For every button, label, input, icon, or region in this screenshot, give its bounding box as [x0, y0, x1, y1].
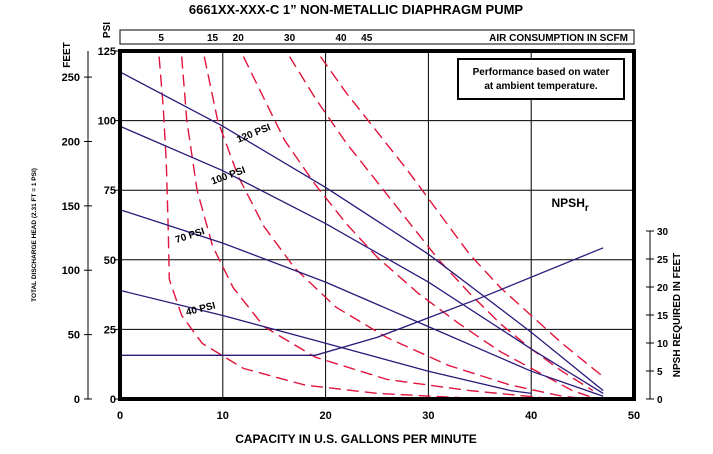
npsh-tick-label-15: 15: [657, 311, 669, 322]
x-axis: 0 10 20 30 40 50: [117, 410, 640, 422]
npsh-label-subscript: r: [585, 203, 589, 214]
note-box: [457, 58, 625, 100]
x-tick-label-50: 50: [628, 410, 640, 422]
pressure-curve-100-psi: [119, 125, 604, 394]
pressure-curve-120-psi: [119, 71, 604, 392]
air-curve-5-scfm: [158, 56, 460, 399]
psi-tick-label-0: 0: [110, 394, 116, 406]
psi-tick-label-25: 25: [104, 324, 116, 336]
left-axes: 0 25 50 75 100 125 0 50 100 150 200 250: [62, 46, 120, 406]
npsh-tick-label-30: 30: [657, 227, 669, 238]
top-axis-title: AIR CONSUMPTION IN SCFM: [489, 33, 628, 44]
top-tick-label-20: 20: [233, 33, 245, 44]
grid: [120, 51, 634, 399]
npsh-curve-group: NPSHr: [120, 196, 604, 356]
psi-axis-title: PSI: [102, 22, 113, 38]
npsh-tick-label-20: 20: [657, 283, 669, 294]
pressure-curve-70-psi: [119, 209, 604, 397]
top-axis-bar: [119, 29, 635, 45]
top-axis: 5 15 20 30 40 45 AIR CONSUMPTION IN SCFM: [119, 29, 635, 45]
right-axis: 0 5 10 15 20 25 30: [646, 227, 669, 406]
feet-axis-title: FEET: [62, 42, 73, 68]
npsh-label: NPSHr: [552, 196, 589, 214]
air-curve-30-scfm: [242, 56, 594, 399]
npsh-tick-label-10: 10: [657, 339, 669, 350]
air-consumption-curves: [158, 56, 604, 400]
feet-tick-label-200: 200: [62, 136, 80, 148]
npsh-curve: [120, 247, 604, 356]
x-tick-label-0: 0: [117, 410, 123, 422]
top-tick-label-40: 40: [335, 33, 347, 44]
psi-tick-label-50: 50: [104, 255, 116, 267]
x-tick-label-20: 20: [319, 410, 331, 422]
x-tick-label-10: 10: [217, 410, 229, 422]
pressure-curve-40-psi: [119, 289, 532, 395]
performance-note: Performance based on water at ambient te…: [457, 58, 625, 100]
feet-tick-label-250: 250: [62, 72, 80, 84]
npsh-tick-label-25: 25: [657, 255, 669, 266]
chart-title: 6661XX-XXX-C 1” NON-METALLIC DIAPHRAGM P…: [189, 2, 524, 17]
feet-tick-label-150: 150: [62, 201, 80, 213]
psi-tick-label-125: 125: [98, 46, 116, 58]
psi-tick-label-75: 75: [104, 185, 116, 197]
npsh-tick-label-0: 0: [657, 395, 663, 406]
feet-tick-label-50: 50: [68, 330, 80, 342]
top-tick-label-15: 15: [207, 33, 219, 44]
pressure-label-40-psi: 40 PSI: [185, 300, 217, 318]
npsh-tick-label-5: 5: [657, 367, 663, 378]
x-tick-label-30: 30: [422, 410, 434, 422]
psi-tick-label-100: 100: [98, 116, 116, 128]
npsh-axis-title: NPSH REQUIRED IN FEET: [672, 253, 683, 377]
feet-tick-label-100: 100: [62, 265, 80, 277]
top-tick-label-45: 45: [361, 33, 373, 44]
note-line-1: Performance based on water: [473, 67, 610, 78]
x-axis-title: CAPACITY IN U.S. GALLONS PER MINUTE: [235, 432, 477, 446]
air-curve-45-scfm: [319, 56, 604, 378]
air-curve-15-scfm: [181, 56, 542, 399]
pressure-label-120-psi: 120 PSI: [235, 122, 272, 146]
feet-tick-label-0: 0: [74, 394, 80, 406]
top-tick-label-30: 30: [284, 33, 296, 44]
note-line-2: at ambient temperature.: [484, 81, 598, 92]
top-tick-label-5: 5: [158, 33, 164, 44]
x-tick-label-40: 40: [525, 410, 537, 422]
air-curve-40-scfm: [289, 56, 594, 392]
air-curve-20-scfm: [203, 56, 588, 400]
head-axis-note: TOTAL DISCHARGE HEAD (2.31 FT = 1 PSI): [31, 168, 38, 302]
plot-border: [118, 49, 636, 401]
